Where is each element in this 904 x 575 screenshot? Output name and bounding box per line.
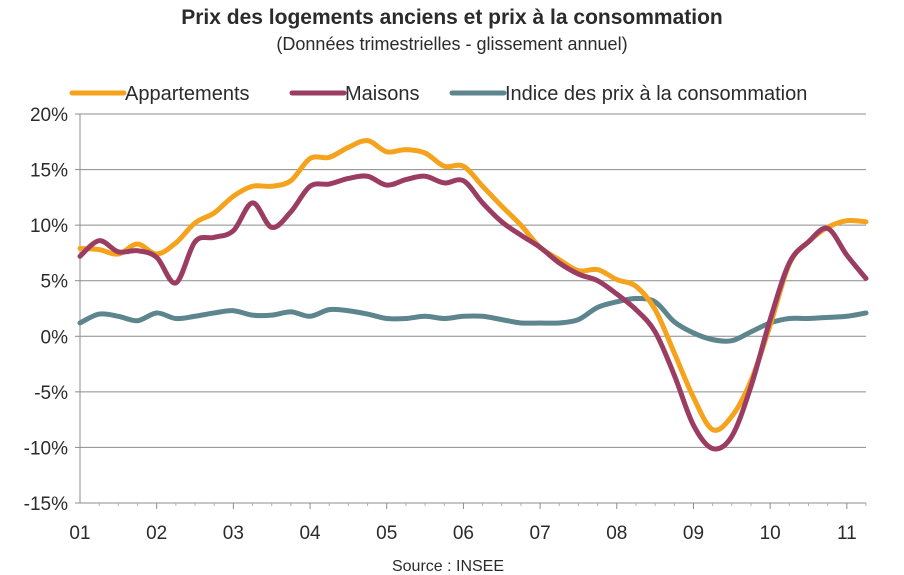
- plot-area: [79, 113, 866, 504]
- series-line-maisons: [77, 173, 869, 452]
- x-tick-label: 09: [683, 523, 704, 544]
- chart-title: Prix des logements anciens et prix à la …: [181, 6, 723, 29]
- x-tick-label: 07: [530, 523, 551, 544]
- y-tick-label: 10%: [30, 216, 68, 237]
- legend-label-appartements: Appartements: [125, 83, 250, 105]
- y-axis: -15% -10% -5% 0% 5% 10% 15% 20%: [24, 105, 80, 515]
- legend-label-indice-des-prix-a-la-consommation: Indice des prix à la consommation: [505, 83, 807, 105]
- chart-legend: Appartements Maisons Indice des prix à la …: [69, 83, 807, 105]
- series-line-indice-des-prix-a-la-consommation: [77, 295, 869, 344]
- y-tick-label: 20%: [30, 105, 68, 126]
- chart-subtitle: (Données trimestrielles - glissement ann…: [276, 34, 627, 54]
- x-tick-label: 11: [837, 523, 857, 544]
- series-line-appartements: [77, 138, 869, 433]
- x-tick-label: 10: [760, 523, 781, 544]
- source-note: Source : INSEE: [392, 558, 504, 575]
- x-tick-label: 04: [299, 523, 321, 544]
- x-tick-label: 03: [223, 523, 244, 544]
- legend-label-maisons: Maisons: [345, 83, 419, 105]
- x-axis: 01 02 03 04 05 06 07 08 09 10 11: [69, 503, 867, 544]
- y-tick-label: 0%: [41, 327, 69, 348]
- y-tick-label: 15%: [30, 161, 68, 182]
- y-tick-label: -10%: [24, 438, 68, 459]
- y-tick-label: 5%: [41, 272, 69, 293]
- series-layer: [77, 138, 869, 452]
- y-tick-label: -5%: [34, 383, 68, 404]
- y-tick-label: -15%: [24, 494, 68, 515]
- x-tick-label: 02: [146, 523, 167, 544]
- x-tick-label: 01: [69, 523, 90, 544]
- x-tick-label: 08: [606, 523, 627, 544]
- x-tick-label: 06: [453, 523, 474, 544]
- x-tick-label: 05: [376, 523, 397, 544]
